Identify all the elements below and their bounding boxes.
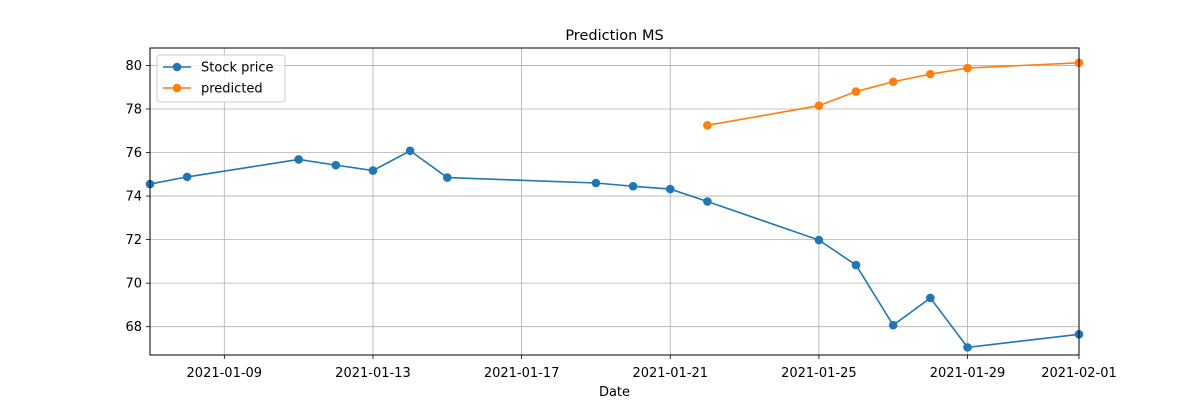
chart-title: Prediction MS: [565, 28, 663, 44]
data-point: [851, 87, 861, 96]
data-point: [926, 293, 935, 303]
data-point: [368, 166, 378, 175]
y-tick-label: 78: [125, 102, 142, 117]
data-point: [963, 343, 972, 352]
x-axis: 2021-01-09 2021-01-13 2021-01-17 2021-01-21…: [187, 355, 1117, 381]
legend-item: predicted: [163, 82, 263, 97]
grid: [150, 48, 1080, 355]
data-point: [591, 178, 601, 188]
x-tick-label: 2021-01-17: [484, 366, 560, 381]
y-tick-label: 68: [125, 320, 142, 335]
legend-item: Stock price: [163, 61, 273, 76]
data-point: [814, 235, 824, 245]
data-point: [665, 184, 675, 194]
legend-label: predicted: [201, 82, 263, 97]
plot-frame: [149, 47, 1080, 356]
legend-marker: [172, 83, 182, 93]
data-point: [926, 69, 935, 79]
data-point: [814, 101, 824, 110]
data-point: [442, 173, 452, 182]
data-point: [331, 160, 341, 170]
data-point: [703, 197, 712, 206]
data-point: [888, 320, 898, 330]
data-point: [851, 260, 861, 270]
y-tick-label: 74: [125, 190, 142, 205]
data-point: [405, 146, 415, 156]
x-tick-label: 2021-01-25: [781, 366, 857, 381]
x-tick-label: 2021-01-29: [930, 366, 1006, 381]
x-tick-label: 2021-01-09: [187, 366, 263, 381]
y-tick-label: 76: [125, 146, 142, 161]
data-point: [628, 181, 638, 191]
legend: Stock price predicted: [156, 54, 286, 103]
data-point: [294, 155, 303, 164]
data-point: [963, 63, 972, 73]
x-tick-label: 2021-02-01: [1041, 366, 1117, 381]
x-axis-label: Date: [599, 385, 630, 400]
series-layer: [145, 58, 1084, 352]
data-point: [703, 120, 712, 130]
y-tick-label: 70: [125, 277, 142, 292]
y-axis: 68 70 72 74 76 78 80: [125, 59, 150, 335]
legend-label: Stock price: [201, 61, 273, 76]
x-tick-label: 2021-01-13: [335, 366, 411, 381]
y-tick-label: 80: [125, 59, 142, 74]
y-tick-label: 72: [125, 233, 142, 248]
legend-marker: [172, 62, 182, 72]
data-point: [182, 172, 192, 182]
x-tick-label: 2021-01-21: [632, 366, 708, 381]
data-point: [888, 77, 898, 87]
